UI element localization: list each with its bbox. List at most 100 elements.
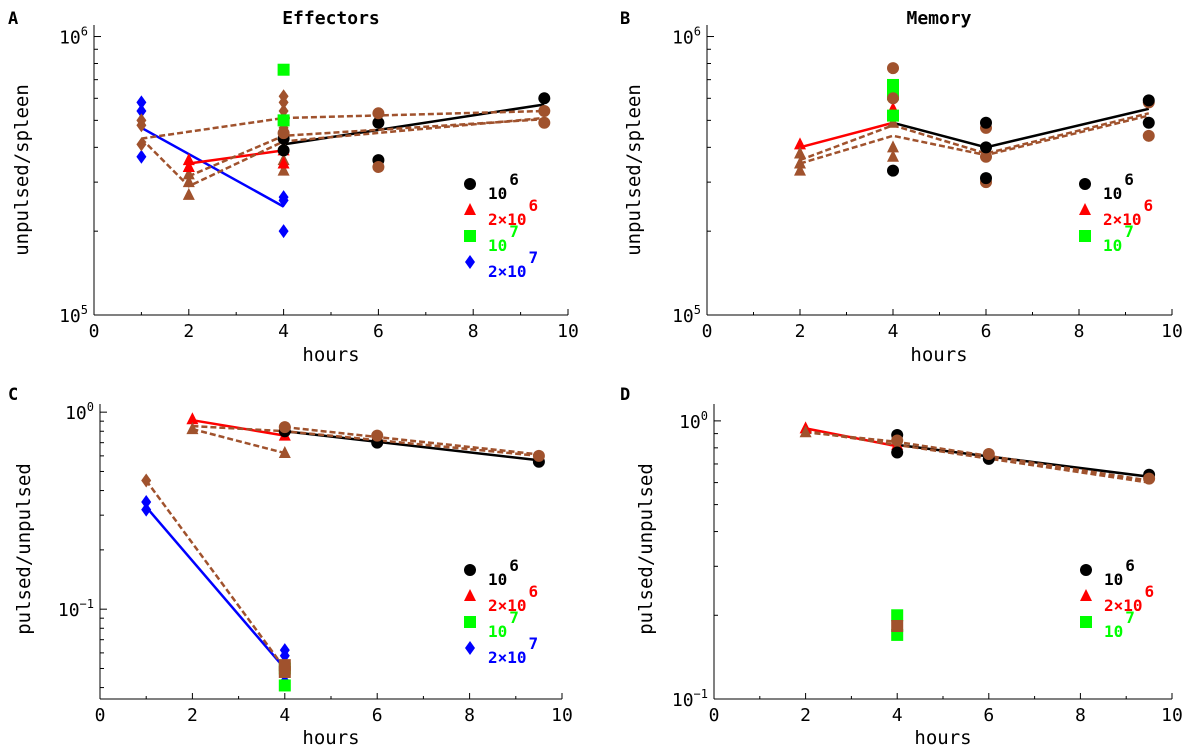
data-point-green-square <box>891 609 904 622</box>
x-tick-label: 0 <box>702 321 713 342</box>
legend-label: 107 <box>488 222 519 255</box>
panel-title: Effectors <box>282 8 380 29</box>
x-tick-label: 8 <box>1075 705 1086 726</box>
y-tick-label: 100 <box>65 400 94 424</box>
data-point-brown-circle <box>891 434 904 447</box>
fit-line-black <box>892 107 1150 149</box>
x-tick-label: 6 <box>372 705 383 726</box>
x-tick-label: 2 <box>187 705 198 726</box>
x-axis-label: hours <box>914 727 971 749</box>
x-tick-label: 10 <box>1161 705 1183 726</box>
data-point-blue-diamond <box>141 502 152 517</box>
panel-letter: A <box>8 9 18 29</box>
data-point-brown-triangle <box>278 446 291 459</box>
y-axis-label: pulsed/unpulsed <box>13 463 35 635</box>
legend-marker-blue <box>465 641 475 655</box>
x-tick-label: 2 <box>800 705 811 726</box>
x-tick-label: 2 <box>183 321 194 342</box>
data-point-black-circle <box>887 164 899 177</box>
fit-line-brown <box>799 112 1150 162</box>
legend-label: 107 <box>1103 222 1134 255</box>
x-tick-label: 2 <box>795 321 806 342</box>
x-tick-label: 4 <box>892 705 903 726</box>
data-point-red-triangle <box>277 156 290 169</box>
data-point-brown-triangle <box>794 156 806 169</box>
data-point-red-triangle <box>182 153 195 166</box>
data-point-brown-circle <box>1143 472 1156 485</box>
x-tick-label: 4 <box>888 321 899 342</box>
chart-panel-d: D 0 2 4 6 8 10 100 10−1 hours pulsed/unpulsed 1062×… <box>620 385 1183 749</box>
legend-label: 2×106 <box>1103 196 1153 229</box>
data-point-brown-triangle <box>794 146 806 159</box>
data-point-brown-circle <box>1142 129 1155 142</box>
data-point-blue-diamond <box>141 494 152 509</box>
data-point-brown-circle <box>887 92 899 105</box>
data-point-brown-triangle <box>277 163 290 176</box>
x-tick-label: 8 <box>468 321 479 342</box>
y-tick-label: 10−1 <box>672 687 708 711</box>
data-point-blue-diamond <box>136 104 147 119</box>
fit-line-blue <box>140 126 285 208</box>
legend-label: 106 <box>488 170 519 203</box>
data-point-brown-square <box>891 620 904 633</box>
data-point-brown-triangle <box>182 187 195 200</box>
data-point-black-circle <box>1142 94 1155 107</box>
data-point-green-square <box>277 63 290 76</box>
x-tick-label: 0 <box>709 705 720 726</box>
data-point-green-square <box>887 109 899 122</box>
data-point-brown-square <box>278 659 291 672</box>
data-point-brown-circle <box>278 421 291 434</box>
fit-line-brown <box>284 425 540 456</box>
data-point-red-triangle <box>186 412 199 425</box>
data-point-brown-circle <box>982 448 995 461</box>
data-point-blue-diamond <box>278 224 289 239</box>
legend-marker-black <box>1079 178 1091 190</box>
legend-marker-black <box>464 178 476 190</box>
x-axis-label: hours <box>302 727 359 749</box>
x-tick-label: 10 <box>1161 321 1183 342</box>
legend-marker-green <box>464 616 476 628</box>
chart-panel-a: A Effectors 0 2 4 6 8 10 105 106 hours unpulsed/spl… <box>8 8 579 366</box>
data-point-green-square <box>277 114 290 127</box>
x-tick-label: 0 <box>95 705 106 726</box>
legend-marker-green <box>1080 616 1092 628</box>
legend-label: 106 <box>1104 556 1135 589</box>
fit-line-red <box>188 149 284 165</box>
data-point-black-circle <box>538 92 551 105</box>
data-point-brown-circle <box>887 62 899 75</box>
data-point-blue-diamond <box>136 95 147 110</box>
y-tick-label: 105 <box>672 303 701 327</box>
data-point-brown-circle <box>371 429 384 442</box>
data-point-brown-circle <box>372 160 385 173</box>
panel-title: Memory <box>906 8 971 29</box>
legend-label: 107 <box>1104 608 1135 641</box>
fit-line-blue <box>145 506 286 670</box>
y-axis-label: unpulsed/spleen <box>11 84 33 256</box>
panel-letter: B <box>620 9 630 29</box>
legend-label: 106 <box>1103 170 1134 203</box>
legend-marker-red <box>464 203 476 215</box>
data-point-black-circle <box>891 446 904 459</box>
x-tick-label: 4 <box>278 321 289 342</box>
y-tick-label: 105 <box>59 303 88 327</box>
legend-marker-black <box>1080 564 1092 576</box>
x-axis-label: hours <box>910 344 967 366</box>
fit-line-red <box>799 121 894 149</box>
data-point-brown-triangle <box>887 115 899 128</box>
data-point-black-circle <box>980 172 992 185</box>
data-point-black-circle <box>980 141 992 154</box>
data-point-brown-triangle <box>182 175 195 188</box>
fit-line-brown <box>145 479 286 670</box>
y-tick-label: 106 <box>672 25 701 49</box>
legend-marker-green <box>464 230 476 242</box>
legend-marker-blue <box>465 255 475 269</box>
chart-panel-b: B Memory 0 2 4 6 8 10 105 106 hours unpulsed/spleen… <box>620 8 1183 366</box>
data-point-brown-triangle <box>887 140 899 153</box>
y-tick-label: 10−1 <box>58 597 94 621</box>
fit-line-brown <box>140 116 545 188</box>
data-point-brown-diamond <box>136 137 147 152</box>
data-point-red-triangle <box>794 137 806 150</box>
x-tick-label: 6 <box>983 705 994 726</box>
legend-label: 107 <box>488 608 519 641</box>
